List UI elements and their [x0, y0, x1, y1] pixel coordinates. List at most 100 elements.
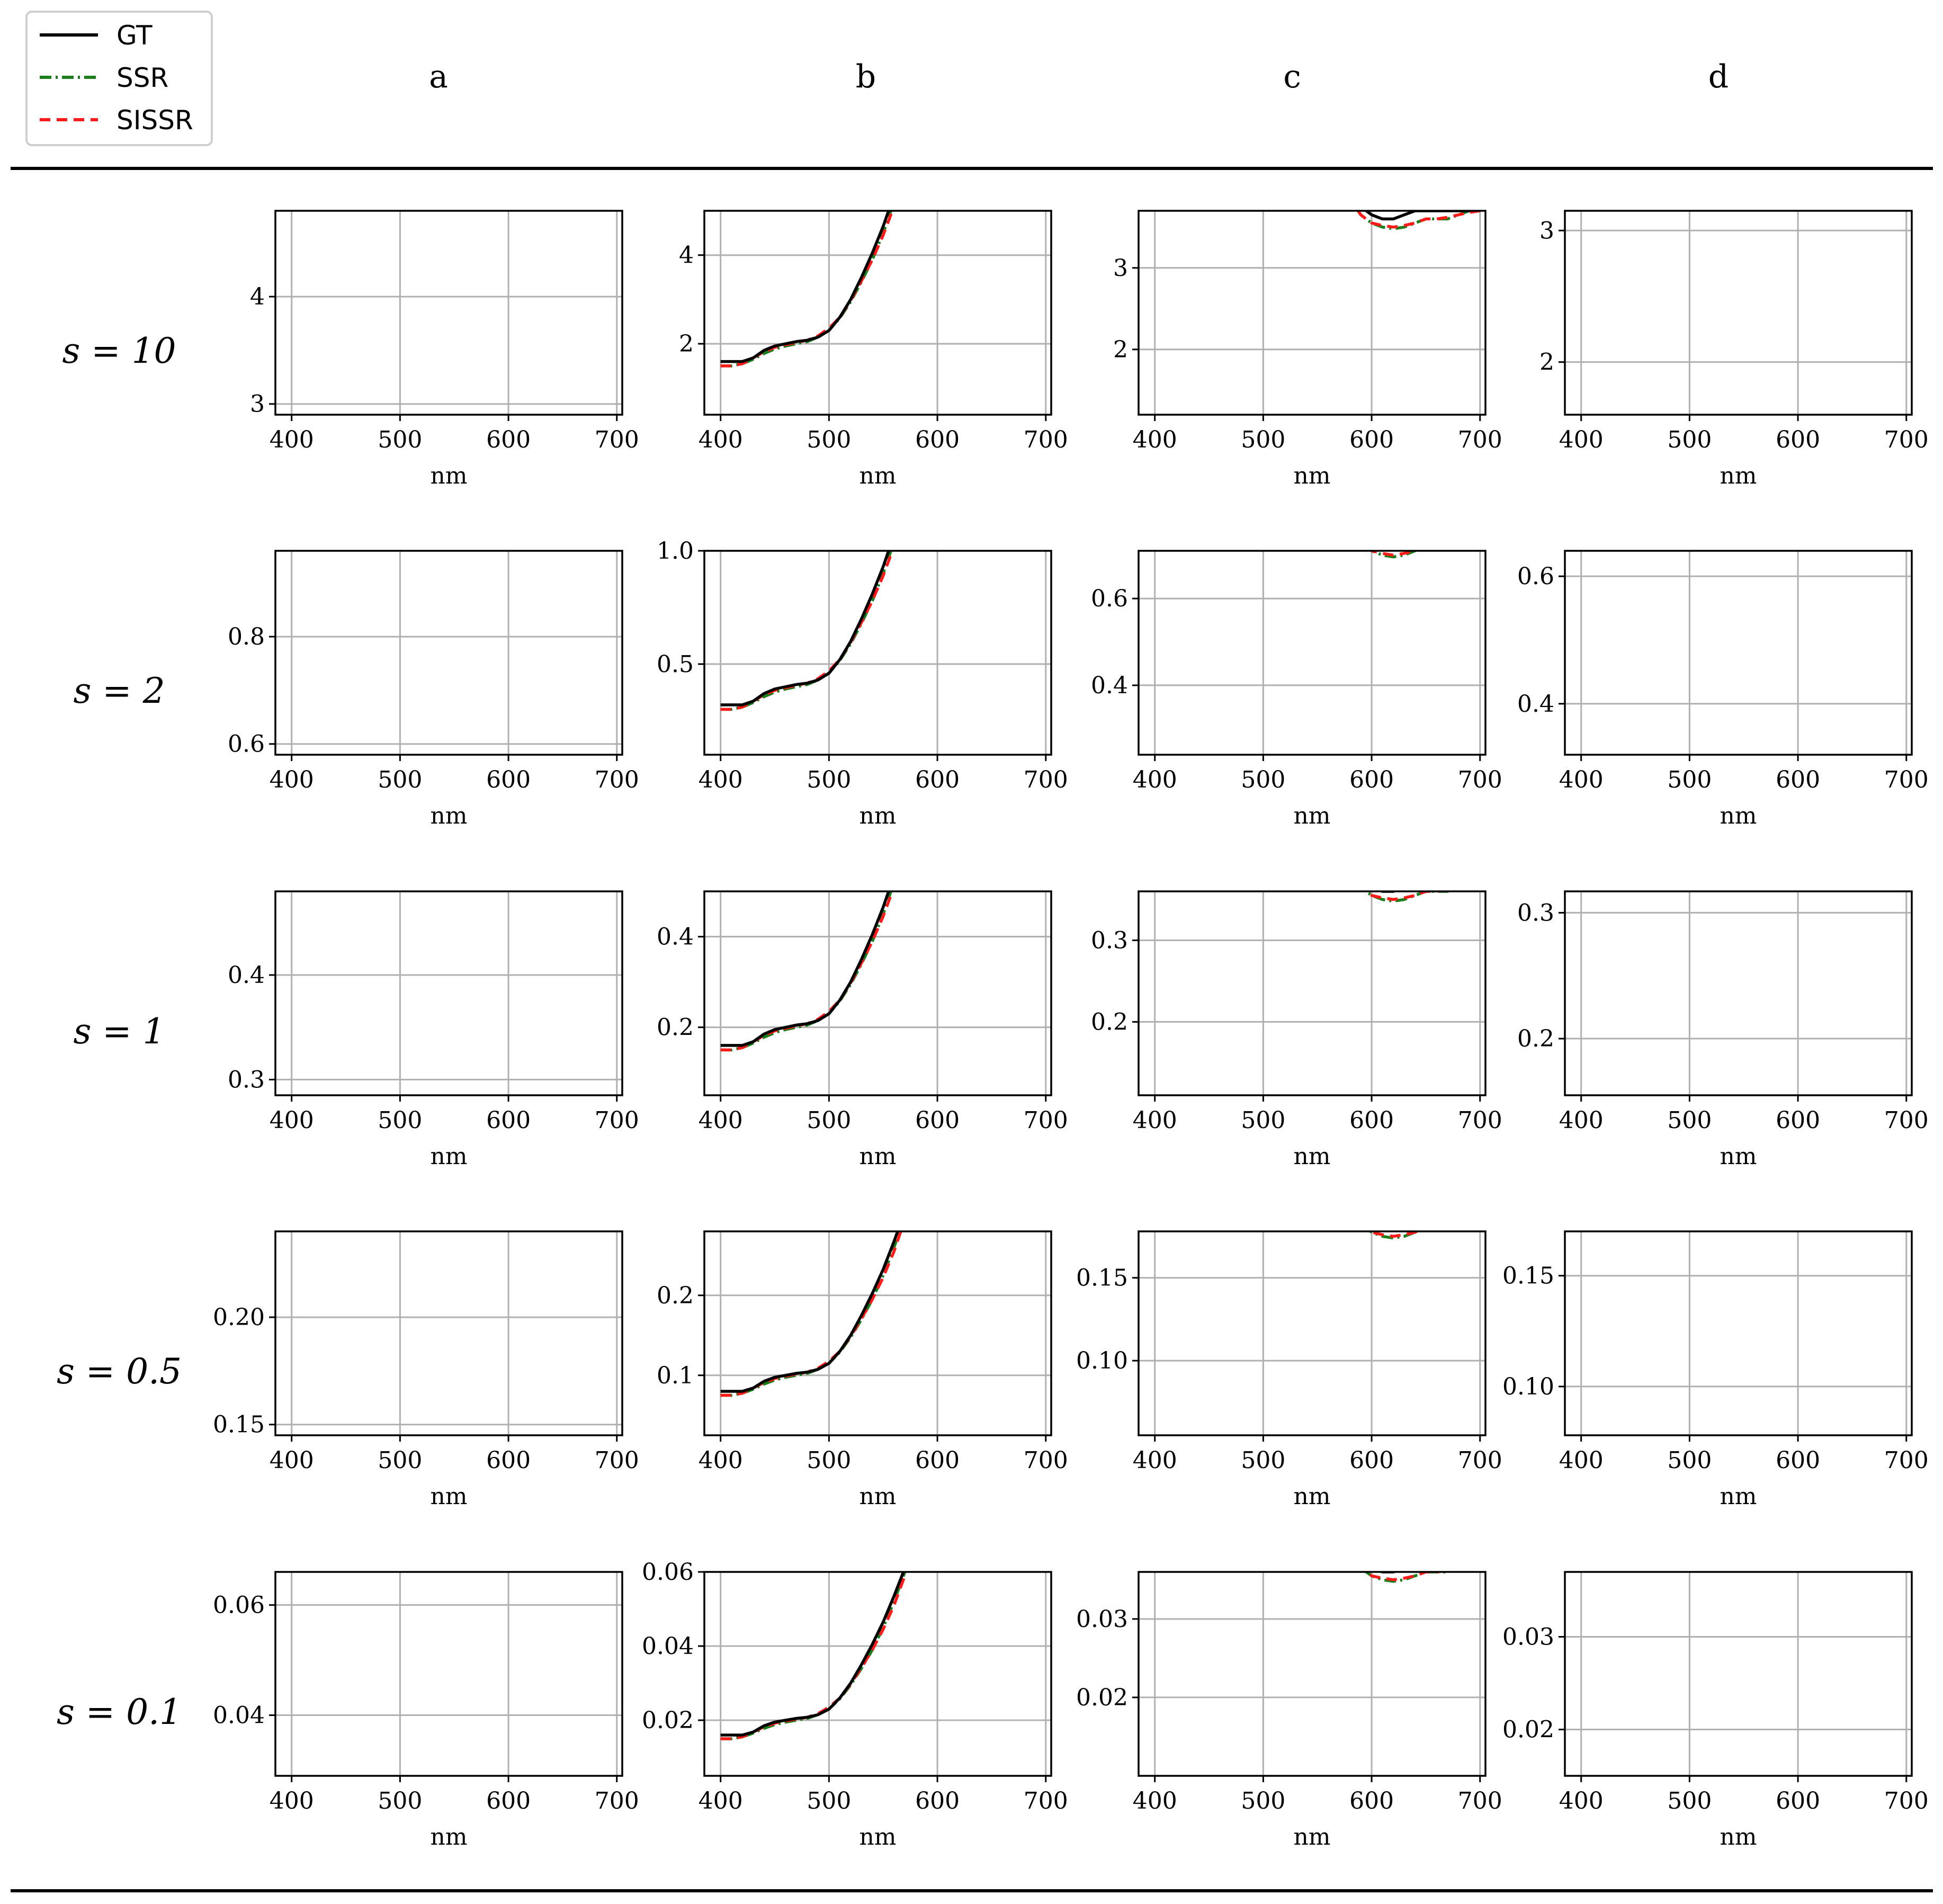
- series-gt-line: [1581, 965, 1906, 1401]
- subplot-r1-c: 400 500 600 700 nm 0.4 0.6: [1091, 550, 1502, 829]
- x-tick-label-400: 400: [1559, 1447, 1604, 1474]
- x-tick-label-600: 600: [915, 426, 960, 453]
- x-tick-label-700: 700: [595, 1787, 639, 1814]
- y-tick-label-0: 0.04: [213, 1702, 265, 1729]
- x-tick-label-700: 700: [1458, 1787, 1502, 1814]
- x-tick-label-500: 500: [807, 1447, 851, 1474]
- x-tick-label-600: 600: [1349, 766, 1394, 793]
- x-axis-label: nm: [430, 802, 467, 829]
- y-tick-label-0: 2: [679, 330, 694, 357]
- x-axis-label: nm: [1720, 802, 1757, 829]
- y-tick-label-1: 4: [250, 283, 265, 310]
- subplot-r3-d: 400 500 600 700 nm 0.10 0.15: [1502, 1230, 1929, 1510]
- x-tick-label-700: 700: [1458, 766, 1502, 793]
- x-tick-label-600: 600: [486, 1787, 531, 1814]
- x-axis-label: nm: [1720, 1143, 1757, 1170]
- axes-frame: [1138, 1230, 1487, 1436]
- x-tick-label-600: 600: [1776, 1447, 1820, 1474]
- row-label-s1: s = 1: [73, 1011, 165, 1052]
- series-ssr-line: [720, 211, 893, 368]
- x-tick-label-400: 400: [1133, 426, 1177, 453]
- x-axis-label: nm: [1720, 1483, 1757, 1510]
- series-ssr-line: [292, 1274, 617, 1495]
- subplot-r4-d: 400 500 600 700 nm 0.02 0.03: [1502, 965, 1929, 1851]
- x-axis-label: nm: [859, 1823, 896, 1851]
- x-tick-label-500: 500: [378, 426, 422, 453]
- x-tick-label-700: 700: [595, 766, 639, 793]
- x-tick-label-400: 400: [270, 1787, 314, 1814]
- x-axis-label: nm: [859, 802, 896, 829]
- x-tick-label-700: 700: [1024, 1787, 1068, 1814]
- y-tick-label-1: 3: [1539, 217, 1554, 244]
- y-tick-label-1: 0.4: [228, 962, 265, 989]
- x-tick-label-400: 400: [699, 766, 743, 793]
- x-tick-label-600: 600: [1349, 426, 1394, 453]
- series-sissr-line: [1356, 211, 1481, 229]
- y-tick-label-1: 0.8: [228, 623, 265, 650]
- x-tick-label-600: 600: [915, 1447, 960, 1474]
- series-ssr-line: [292, 0, 617, 208]
- series-sissr-line: [720, 1572, 908, 1740]
- x-tick-label-400: 400: [1559, 426, 1604, 453]
- subplot-r1-d: 400 500 600 700 nm 0.4 0.6: [1517, 0, 1929, 829]
- subplot-r2-a: 400 500 600 700 nm 0.3 0.4: [228, 890, 639, 1170]
- subplot-r4-c: 400 500 600 700 nm 0.02 0.03: [1076, 1571, 1502, 1851]
- axes-frame: [1138, 1571, 1487, 1777]
- axes-frame: [1138, 210, 1487, 416]
- axes-frame: [703, 890, 1052, 1096]
- series-ssr-line: [720, 551, 893, 711]
- x-tick-label-500: 500: [807, 766, 851, 793]
- y-tick-label-0: 0.2: [1091, 1008, 1128, 1035]
- y-tick-label-1: 0.15: [1076, 1265, 1128, 1292]
- subplot-r2-d: 400 500 600 700 nm 0.2 0.3: [1517, 890, 1929, 1170]
- series-sissr-line: [1581, 0, 1906, 252]
- y-tick-label-0: 0.10: [1076, 1347, 1128, 1374]
- x-tick-label-700: 700: [1024, 426, 1068, 453]
- x-tick-label-600: 600: [1776, 1787, 1820, 1814]
- legend-frame: [25, 11, 213, 146]
- x-axis-label: nm: [1293, 1483, 1330, 1510]
- x-tick-label-600: 600: [1349, 1107, 1394, 1134]
- series-gt-line: [720, 891, 890, 1047]
- x-tick-label-500: 500: [1667, 1787, 1712, 1814]
- x-tick-label-400: 400: [1133, 1107, 1177, 1134]
- x-tick-label-700: 700: [1458, 1447, 1502, 1474]
- row-label-s01: s = 0.1: [57, 1692, 182, 1732]
- subplot-r2-c: 400 500 600 700 nm 0.2 0.3: [1091, 890, 1502, 1170]
- x-tick-label-500: 500: [378, 1107, 422, 1134]
- y-tick-label-2: 0.06: [642, 1559, 694, 1586]
- x-tick-label-700: 700: [1024, 766, 1068, 793]
- y-tick-label-1: 0.03: [1502, 1624, 1554, 1651]
- column-header-d: d: [1708, 58, 1729, 95]
- legend-label-ssr: SSR: [117, 62, 168, 93]
- x-axis-label: nm: [1293, 802, 1330, 829]
- x-tick-label-600: 600: [1349, 1447, 1394, 1474]
- axes-frame: [1138, 890, 1487, 1096]
- x-tick-label-400: 400: [1133, 1787, 1177, 1814]
- axes-frame: [703, 550, 1052, 756]
- x-axis-label: nm: [430, 1823, 467, 1851]
- y-tick-label-0: 2: [1113, 336, 1128, 363]
- axes-frame: [703, 210, 1052, 416]
- x-tick-label-700: 700: [1024, 1447, 1068, 1474]
- axes-frame: [274, 550, 623, 756]
- x-tick-label-700: 700: [1884, 1787, 1929, 1814]
- x-tick-label-700: 700: [1884, 766, 1929, 793]
- subplot-r0-d: 400 500 600 700 nm 2 3: [1539, 210, 1929, 489]
- x-tick-label-700: 700: [1458, 1107, 1502, 1134]
- row-label-s2: s = 2: [73, 671, 165, 711]
- axes-frame: [703, 1230, 1052, 1436]
- axes-frame: [703, 1571, 1052, 1777]
- x-tick-label-600: 600: [486, 766, 531, 793]
- x-tick-label-700: 700: [595, 1107, 639, 1134]
- x-tick-label-700: 700: [1458, 426, 1502, 453]
- subplot-grid: 400 500 600 700 nm 3 4 400 500 600 700 nm 2 4 400 500 60…: [213, 0, 1929, 1851]
- series-sissr-line: [720, 551, 894, 711]
- y-tick-label-1: 0.03: [1076, 1606, 1128, 1633]
- x-tick-label-400: 400: [699, 1107, 743, 1134]
- subplot-r0-c: 400 500 600 700 nm 2 3: [1113, 210, 1502, 489]
- y-tick-label-1: 0.3: [1091, 927, 1128, 954]
- axes-frame: [274, 1230, 623, 1436]
- subplot-r3-b: 400 500 600 700 nm 0.1 0.2: [657, 1230, 1068, 1510]
- subplot-r0-b: 400 500 600 700 nm 2 4: [679, 210, 1068, 489]
